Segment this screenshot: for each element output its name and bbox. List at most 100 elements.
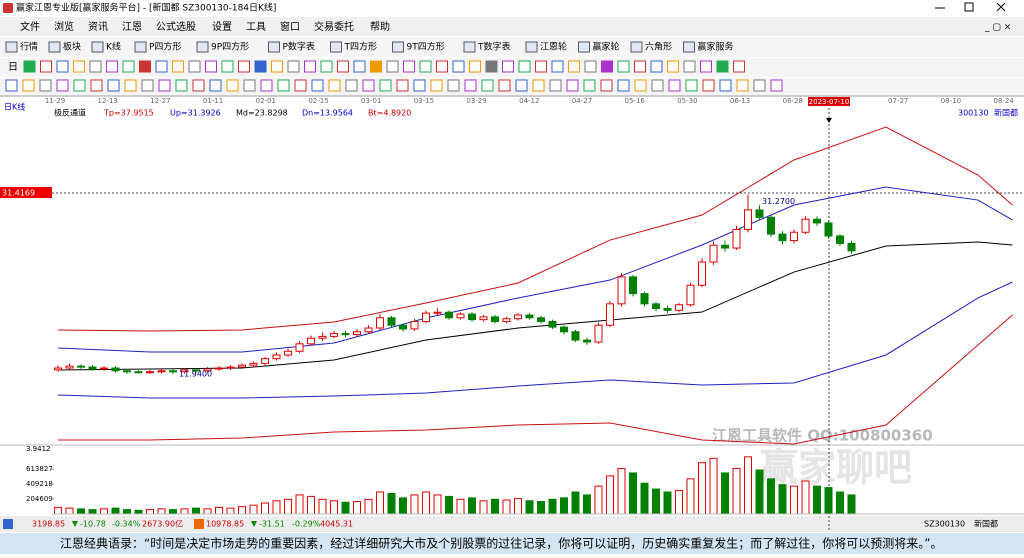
menu-item[interactable]: 资讯 bbox=[88, 21, 108, 33]
menu-item[interactable]: 江恩 bbox=[122, 21, 142, 33]
toolbar-button[interactable]: T四方形 bbox=[344, 41, 378, 53]
tool-icon[interactable] bbox=[668, 79, 681, 92]
tool-icon[interactable] bbox=[568, 60, 580, 73]
toolbar-icon[interactable] bbox=[134, 41, 147, 53]
tool-icon[interactable] bbox=[419, 60, 432, 73]
tool-icon[interactable] bbox=[277, 79, 290, 92]
restore[interactable] bbox=[964, 2, 974, 12]
menu-item[interactable]: 交易委托 bbox=[314, 20, 354, 33]
tool-icon[interactable] bbox=[172, 60, 184, 73]
tool-icon[interactable] bbox=[452, 60, 465, 73]
tool-icon[interactable] bbox=[90, 79, 103, 92]
tool-icon[interactable] bbox=[736, 79, 749, 92]
tool-icon[interactable] bbox=[337, 60, 349, 73]
tool-icon[interactable] bbox=[243, 79, 256, 92]
tool-icon[interactable] bbox=[311, 79, 324, 92]
tool-icon[interactable] bbox=[702, 79, 715, 92]
tool-icon[interactable] bbox=[413, 79, 426, 92]
tool-icon[interactable] bbox=[192, 79, 205, 92]
tool-icon[interactable] bbox=[89, 60, 102, 73]
menu-item[interactable]: 窗口 bbox=[280, 20, 300, 33]
tool-icon[interactable] bbox=[515, 79, 528, 92]
tool-icon[interactable] bbox=[260, 79, 273, 92]
toolbar-icon[interactable] bbox=[525, 41, 538, 53]
tool-icon[interactable] bbox=[226, 79, 239, 92]
tool-icon[interactable] bbox=[447, 79, 460, 92]
tool-icon[interactable] bbox=[254, 60, 267, 73]
toolbar-icon[interactable] bbox=[578, 41, 590, 53]
tool-icon[interactable] bbox=[481, 79, 494, 92]
toolbar-button[interactable]: K线 bbox=[106, 41, 121, 53]
toolbar-icon[interactable] bbox=[268, 41, 280, 53]
tool-icon[interactable] bbox=[221, 60, 234, 73]
toolbar-icon[interactable] bbox=[630, 41, 643, 53]
tool-icon[interactable] bbox=[651, 79, 664, 92]
tool-icon[interactable] bbox=[583, 79, 596, 92]
tool-icon[interactable] bbox=[436, 60, 448, 73]
tool-icon[interactable] bbox=[175, 79, 188, 92]
tool-icon[interactable] bbox=[379, 79, 392, 92]
tool-icon[interactable] bbox=[667, 60, 679, 73]
tool-icon[interactable] bbox=[549, 79, 562, 92]
tool-icon[interactable] bbox=[5, 79, 18, 92]
toolbar-icon[interactable] bbox=[91, 41, 104, 53]
tool-icon[interactable] bbox=[535, 60, 547, 73]
toolbar-icon[interactable] bbox=[683, 41, 695, 53]
tool-icon[interactable] bbox=[353, 60, 366, 73]
tool-icon[interactable] bbox=[469, 60, 481, 73]
tool-icon[interactable] bbox=[139, 60, 151, 73]
toolbar-button[interactable]: T数字表 bbox=[477, 41, 511, 53]
tool-icon[interactable] bbox=[617, 60, 630, 73]
tool-icon[interactable] bbox=[294, 79, 307, 92]
tool-icon[interactable] bbox=[685, 79, 698, 92]
toolbar-button[interactable]: 六角形 bbox=[645, 41, 672, 53]
tool-icon[interactable] bbox=[238, 60, 250, 73]
tool-icon[interactable] bbox=[716, 60, 729, 73]
tool-icon[interactable] bbox=[158, 79, 171, 92]
tool-icon[interactable] bbox=[396, 79, 409, 92]
tool-icon[interactable] bbox=[188, 60, 201, 73]
tool-icon[interactable] bbox=[566, 79, 579, 92]
tool-icon[interactable] bbox=[532, 79, 545, 92]
tool-icon[interactable] bbox=[155, 60, 168, 73]
tool-icon[interactable] bbox=[584, 60, 597, 73]
tool-icon[interactable] bbox=[345, 79, 358, 92]
tool-icon[interactable] bbox=[209, 79, 222, 92]
tool-icon[interactable] bbox=[287, 60, 300, 73]
tool-icon[interactable] bbox=[733, 60, 745, 73]
menu-item[interactable]: 文件 bbox=[20, 20, 40, 33]
tool-icon[interactable] bbox=[430, 79, 443, 92]
tool-icon[interactable] bbox=[600, 79, 613, 92]
tool-icon[interactable] bbox=[634, 79, 647, 92]
toolbar-button[interactable]: 9P四方形 bbox=[211, 41, 249, 53]
tool-icon[interactable] bbox=[403, 60, 415, 73]
tool-icon[interactable] bbox=[502, 60, 514, 73]
tool-icon[interactable] bbox=[719, 79, 732, 92]
toolbar-button[interactable]: 江恩轮 bbox=[540, 41, 567, 53]
toolbar-button[interactable]: 赢家轮 bbox=[593, 41, 620, 53]
tool-icon[interactable] bbox=[700, 60, 712, 73]
toolbar-icon[interactable] bbox=[48, 41, 61, 53]
menu-item[interactable]: 设置 bbox=[212, 21, 232, 33]
toolbar-icon[interactable] bbox=[392, 41, 404, 53]
tool-icon[interactable] bbox=[56, 60, 69, 73]
tool-icon[interactable] bbox=[320, 60, 333, 73]
tool-icon[interactable] bbox=[39, 79, 52, 92]
tool-icon[interactable] bbox=[551, 60, 564, 73]
toolbar-icon[interactable] bbox=[463, 41, 476, 53]
toolbar-button[interactable]: 行情 bbox=[20, 41, 38, 53]
toolbar-icon[interactable] bbox=[5, 41, 18, 53]
tool-icon[interactable] bbox=[362, 79, 375, 92]
toolbar-icon[interactable] bbox=[196, 41, 209, 53]
tool-icon[interactable] bbox=[40, 60, 52, 73]
tool-icon[interactable] bbox=[370, 60, 382, 73]
toolbar-button[interactable]: P四方形 bbox=[149, 41, 181, 53]
tool-icon[interactable] bbox=[650, 60, 663, 73]
tool-icon[interactable] bbox=[23, 60, 36, 73]
menu-item[interactable]: 工具 bbox=[246, 21, 266, 33]
tool-icon[interactable] bbox=[271, 60, 283, 73]
tool-icon[interactable] bbox=[386, 60, 399, 73]
menu-item[interactable]: 浏览 bbox=[54, 20, 74, 33]
tool-icon[interactable] bbox=[22, 79, 35, 92]
tool-icon[interactable] bbox=[601, 60, 613, 73]
